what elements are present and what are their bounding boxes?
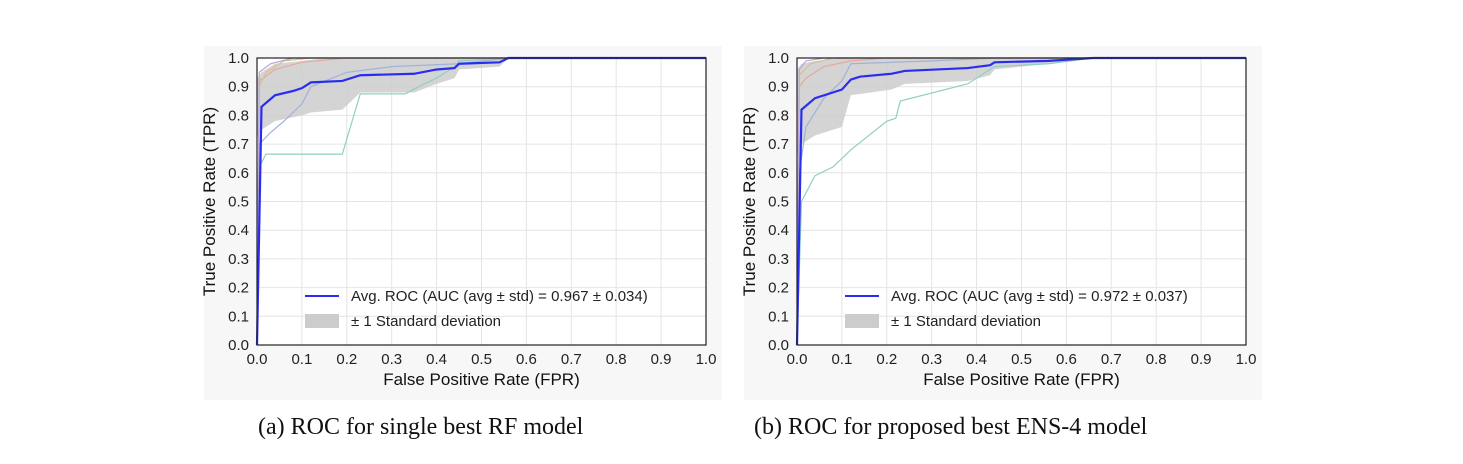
avg-roc-line	[795, 56, 1246, 346]
roc-plot-rf: 0.0 0.1 0.2 0.3 0.4 0.5 0.6 0.7 0.8 0.9 1.0 0.0 0.1 0…	[200, 46, 722, 400]
legend-avg-label: Avg. ROC (AUC (avg ± std) = 0.972 ± 0.03…	[891, 288, 1188, 305]
y-tick-label: 0.2	[228, 280, 249, 297]
legend-avg-label: Avg. ROC (AUC (avg ± std) = 0.967 ± 0.03…	[351, 288, 648, 305]
x-tick-label: 0.2	[336, 351, 357, 368]
avg-roc-line	[255, 56, 706, 346]
y-tick-label: 0.1	[228, 308, 249, 325]
y-tick-label: 1.0	[768, 50, 789, 67]
y-tick-label: 0.7	[768, 136, 789, 153]
y-tick-label: 0.0	[768, 337, 789, 354]
y-tick-label: 0.1	[768, 308, 789, 325]
y-tick-label: 1.0	[228, 50, 249, 67]
x-tick-label: 0.0	[787, 351, 808, 368]
x-tick-label: 0.4	[966, 351, 987, 368]
roc-chart-rf: 0.0 0.1 0.2 0.3 0.4 0.5 0.6 0.7 0.8 0.9 1.0 0.0 0.1 0…	[190, 38, 730, 400]
x-tick-label: 0.0	[247, 351, 268, 368]
y-axis-label: True Positive Rate (TPR)	[740, 107, 759, 296]
x-tick-label: 0.7	[1101, 351, 1122, 368]
y-axis-label: True Positive Rate (TPR)	[200, 107, 219, 296]
y-tick-label: 0.9	[228, 79, 249, 96]
y-tick-label: 0.4	[768, 222, 789, 239]
caption-rf: (a) ROC for single best RF model	[258, 414, 584, 440]
std-deviation-band	[797, 58, 1246, 156]
fold-roc-line-2	[256, 57, 706, 346]
x-tick-label: 0.5	[471, 351, 492, 368]
y-tick-label: 0.8	[228, 107, 249, 124]
y-tick-label: 0.9	[768, 79, 789, 96]
y-tick-label: 0.3	[768, 251, 789, 268]
caption-ens4: (b) ROC for proposed best ENS-4 model	[754, 414, 1148, 440]
x-tick-label: 0.8	[606, 351, 627, 368]
x-tick-label: 1.0	[696, 351, 717, 368]
y-tick-label: 0.4	[228, 222, 249, 239]
y-tick-label: 0.2	[768, 280, 789, 297]
x-tick-label: 0.8	[1146, 351, 1167, 368]
x-tick-label: 0.4	[426, 351, 447, 368]
legend-band-swatch	[845, 314, 879, 328]
x-tick-label: 0.7	[561, 351, 582, 368]
x-tick-label: 0.1	[291, 351, 312, 368]
x-tick-label: 0.1	[831, 351, 852, 368]
x-tick-label: 0.9	[651, 351, 672, 368]
plot-frame	[256, 57, 707, 346]
y-tick-label: 0.6	[228, 165, 249, 182]
y-tick-label: 0.5	[228, 194, 249, 211]
x-tick-label: 0.3	[921, 351, 942, 368]
fold-roc-line-1	[256, 57, 706, 346]
plot-frame	[796, 57, 1247, 346]
legend-band-label: ± 1 Standard deviation	[891, 313, 1041, 330]
y-tick-label: 0.6	[768, 165, 789, 182]
x-tick-label: 0.9	[1191, 351, 1212, 368]
x-tick-label: 0.5	[1011, 351, 1032, 368]
y-tick-label: 0.5	[768, 194, 789, 211]
y-tick-label: 0.3	[228, 251, 249, 268]
x-axis-label: False Positive Rate (FPR)	[923, 370, 1120, 389]
x-axis-label: False Positive Rate (FPR)	[383, 370, 580, 389]
x-tick-label: 0.6	[1056, 351, 1077, 368]
roc-plot-ens4: 0.0 0.1 0.2 0.3 0.4 0.5 0.6 0.7 0.8 0.9 1.0 0.0 0.1 0…	[740, 46, 1262, 400]
y-tick-label: 0.0	[228, 337, 249, 354]
x-tick-label: 0.3	[381, 351, 402, 368]
x-tick-label: 0.2	[876, 351, 897, 368]
fold-roc-line-1	[796, 57, 1246, 346]
std-deviation-band	[257, 58, 706, 139]
roc-chart-ens4: 0.0 0.1 0.2 0.3 0.4 0.5 0.6 0.7 0.8 0.9 1.0 0.0 0.1 0…	[730, 38, 1270, 400]
x-tick-label: 1.0	[1236, 351, 1257, 368]
legend-band-swatch	[305, 314, 339, 328]
y-tick-label: 0.8	[768, 107, 789, 124]
x-tick-label: 0.6	[516, 351, 537, 368]
legend-band-label: ± 1 Standard deviation	[351, 313, 501, 330]
y-tick-label: 0.7	[228, 136, 249, 153]
